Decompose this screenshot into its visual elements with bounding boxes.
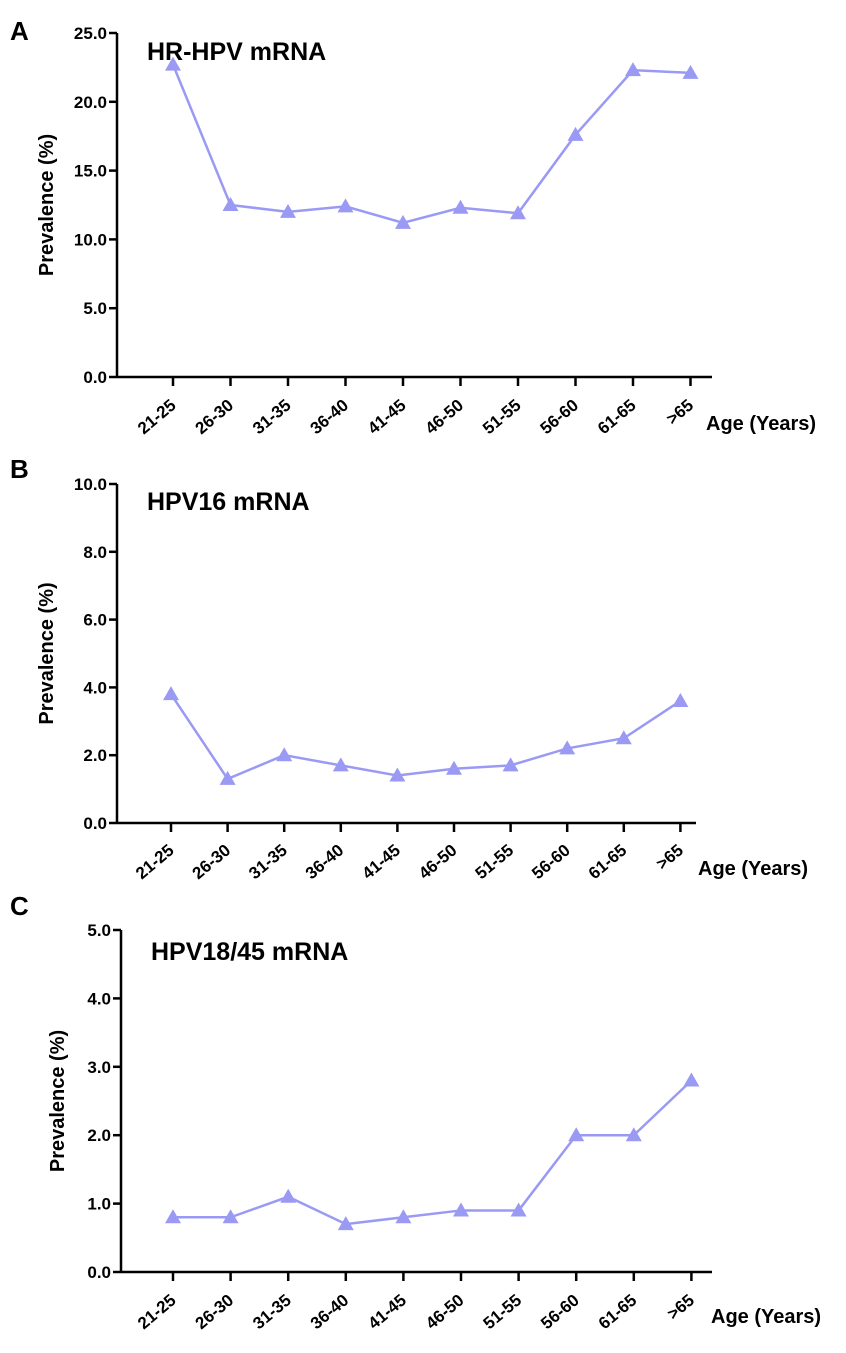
data-point bbox=[568, 1127, 585, 1142]
x-tick-label: 31-35 bbox=[249, 396, 295, 439]
y-tick-label: 5.0 bbox=[87, 921, 111, 940]
data-point bbox=[280, 1188, 297, 1203]
y-axis-label: Prevalence (%) bbox=[36, 582, 58, 724]
y-tick-label: 0.0 bbox=[83, 368, 107, 387]
x-tick-label: >65 bbox=[663, 396, 697, 429]
x-tick-label: 31-35 bbox=[245, 841, 291, 884]
data-point bbox=[337, 1216, 354, 1231]
x-tick-label: 41-45 bbox=[364, 1291, 410, 1334]
y-tick-label: 6.0 bbox=[83, 611, 107, 630]
x-tick-label: 51-55 bbox=[472, 841, 518, 884]
data-point bbox=[165, 56, 181, 71]
series-line bbox=[173, 1079, 693, 1226]
series-line bbox=[171, 64, 691, 225]
x-tick-label: 36-40 bbox=[307, 396, 353, 439]
x-tick-label: 21-25 bbox=[132, 841, 178, 884]
y-tick-label: 10.0 bbox=[74, 230, 107, 249]
data-point bbox=[163, 686, 179, 701]
panel-letter: C bbox=[10, 891, 29, 921]
y-tick-label: 1.0 bbox=[87, 1195, 111, 1214]
x-tick-label: 26-30 bbox=[189, 841, 235, 884]
x-tick-label: 36-40 bbox=[307, 1291, 353, 1334]
x-tick-label: 26-30 bbox=[192, 396, 238, 439]
x-tick-label: 21-25 bbox=[134, 1291, 180, 1334]
data-point bbox=[625, 1127, 642, 1142]
chart-title: HR-HPV mRNA bbox=[147, 38, 326, 66]
y-tick-label: 2.0 bbox=[83, 746, 107, 765]
x-tick-label: 26-30 bbox=[192, 1291, 238, 1334]
y-tick-label: 2.0 bbox=[87, 1126, 111, 1145]
data-point bbox=[510, 205, 526, 220]
data-point bbox=[165, 1209, 181, 1224]
x-tick-label: 46-50 bbox=[422, 396, 468, 439]
y-axis-label: Prevalence (%) bbox=[47, 1030, 69, 1172]
panel-c: C 0.0 1.0 2.0 3.0 4.0 5.0 21-25 26-30 31-35 36-40 4… bbox=[10, 891, 821, 1333]
y-tick-label: 3.0 bbox=[87, 1058, 111, 1077]
y-tick-label: 25.0 bbox=[74, 24, 107, 43]
y-tick-label: 20.0 bbox=[74, 93, 107, 112]
chart-title: HPV18/45 mRNA bbox=[151, 938, 348, 966]
x-tick-label: 51-55 bbox=[480, 1291, 526, 1334]
data-point bbox=[683, 1072, 700, 1087]
y-tick-label: 4.0 bbox=[87, 989, 111, 1008]
data-point bbox=[567, 126, 584, 141]
data-point bbox=[453, 1202, 469, 1217]
x-tick-label: 56-60 bbox=[537, 1291, 583, 1334]
x-tick-label: 61-65 bbox=[594, 396, 640, 439]
x-tick-label: 56-60 bbox=[537, 396, 583, 439]
data-point bbox=[510, 1202, 527, 1217]
x-tick-label: 21-25 bbox=[134, 396, 180, 439]
x-tick-label: 31-35 bbox=[249, 1291, 295, 1334]
data-point bbox=[222, 1209, 239, 1224]
y-axis-label: Prevalence (%) bbox=[36, 134, 58, 276]
data-point bbox=[672, 692, 689, 707]
x-axis-label: Age (Years) bbox=[698, 858, 808, 880]
data-point bbox=[502, 757, 519, 772]
data-point bbox=[219, 770, 236, 785]
data-point bbox=[280, 203, 296, 218]
data-point bbox=[332, 757, 349, 772]
x-tick-label: 46-50 bbox=[422, 1291, 468, 1334]
y-tick-label: 8.0 bbox=[83, 543, 107, 562]
x-tick-label: 51-55 bbox=[479, 396, 525, 439]
x-tick-label: >65 bbox=[664, 1291, 698, 1324]
x-tick-label: 41-45 bbox=[364, 396, 410, 439]
x-tick-label: >65 bbox=[653, 841, 687, 874]
x-tick-label: 56-60 bbox=[528, 841, 574, 884]
y-tick-label: 5.0 bbox=[83, 299, 107, 318]
y-tick-label: 4.0 bbox=[83, 678, 107, 697]
data-point bbox=[682, 64, 699, 79]
panel-letter: B bbox=[10, 454, 29, 484]
x-tick-label: 41-45 bbox=[358, 841, 404, 884]
x-tick-label: 36-40 bbox=[302, 841, 348, 884]
data-point bbox=[389, 767, 406, 782]
x-tick-label: 61-65 bbox=[585, 841, 631, 884]
data-point bbox=[615, 730, 632, 745]
data-point bbox=[559, 740, 576, 755]
data-point bbox=[337, 198, 354, 213]
x-tick-label: 61-65 bbox=[595, 1291, 641, 1334]
x-tick-label: 46-50 bbox=[415, 841, 461, 884]
chart-title: HPV16 mRNA bbox=[147, 488, 310, 516]
y-tick-label: 10.0 bbox=[74, 475, 107, 494]
y-tick-label: 15.0 bbox=[74, 162, 107, 181]
panel-b: B 0.0 2.0 4.0 6.0 8.0 10.0 21-25 26-30 31-35 36-40… bbox=[10, 454, 808, 883]
data-point bbox=[222, 197, 239, 211]
x-axis-label: Age (Years) bbox=[706, 413, 816, 435]
panel-a: A 0.0 5.0 10.0 15.0 20.0 25.0 21-25 26-30 31-35 36… bbox=[10, 16, 816, 438]
y-tick-label: 0.0 bbox=[83, 814, 107, 833]
series-line bbox=[169, 693, 682, 781]
y-tick-label: 0.0 bbox=[87, 1263, 111, 1282]
data-point bbox=[446, 760, 462, 775]
data-point bbox=[625, 62, 641, 77]
data-point bbox=[395, 214, 411, 229]
data-point bbox=[395, 1209, 412, 1224]
data-point bbox=[452, 199, 469, 214]
data-point bbox=[276, 747, 293, 762]
panel-letter: A bbox=[10, 16, 29, 46]
x-axis-label: Age (Years) bbox=[711, 1306, 821, 1328]
